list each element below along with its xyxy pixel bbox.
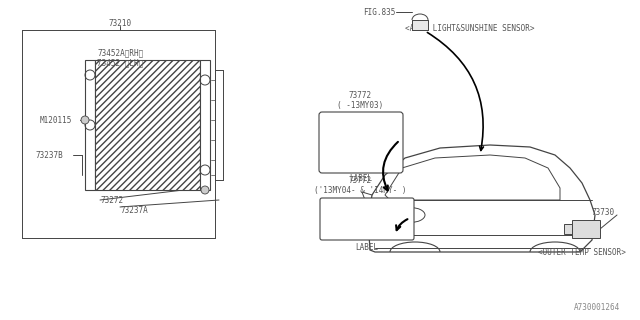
FancyArrowPatch shape xyxy=(396,219,408,230)
Circle shape xyxy=(81,116,89,124)
Text: 73452 〈LH〉: 73452 〈LH〉 xyxy=(97,59,143,68)
Text: FIG.835: FIG.835 xyxy=(363,7,395,17)
Bar xyxy=(95,60,200,190)
Text: AIR CONDITIONER    CLIMATISEUR: AIR CONDITIONER CLIMATISEUR xyxy=(328,205,406,209)
Circle shape xyxy=(201,186,209,194)
Text: 73772: 73772 xyxy=(348,91,372,100)
FancyBboxPatch shape xyxy=(320,198,414,240)
Text: 73237B: 73237B xyxy=(35,150,63,159)
Text: 73272: 73272 xyxy=(100,196,123,204)
Text: ('13MY04- & '14MY- ): ('13MY04- & '14MY- ) xyxy=(314,186,406,195)
Text: 73210: 73210 xyxy=(108,19,132,28)
Text: LABEL: LABEL xyxy=(349,173,372,182)
Bar xyxy=(572,220,600,238)
Text: SUBARU: SUBARU xyxy=(348,120,374,126)
Text: ( -13MY03): ( -13MY03) xyxy=(337,100,383,109)
Bar xyxy=(412,20,428,30)
FancyArrowPatch shape xyxy=(383,142,398,190)
Text: <AUTO LIGHT&SUNSHINE SENSOR>: <AUTO LIGHT&SUNSHINE SENSOR> xyxy=(405,23,535,33)
Text: 73237A: 73237A xyxy=(120,205,148,214)
Text: 73452A〈RH〉: 73452A〈RH〉 xyxy=(97,49,143,58)
Bar xyxy=(85,60,95,190)
FancyBboxPatch shape xyxy=(319,112,403,173)
Text: M120115: M120115 xyxy=(40,116,72,124)
Text: AIR CONDITIONER: AIR CONDITIONER xyxy=(339,129,383,133)
Text: LABEL: LABEL xyxy=(355,243,379,252)
Text: A730001264: A730001264 xyxy=(573,303,620,313)
FancyArrowPatch shape xyxy=(428,32,483,150)
Bar xyxy=(564,224,572,234)
Text: 73730: 73730 xyxy=(592,207,615,217)
Bar xyxy=(200,60,210,190)
Text: <OUTER TEMP SENSOR>: <OUTER TEMP SENSOR> xyxy=(538,247,626,257)
Text: 73772: 73772 xyxy=(348,175,372,185)
Text: CLIMATISEUR: CLIMATISEUR xyxy=(345,135,377,140)
